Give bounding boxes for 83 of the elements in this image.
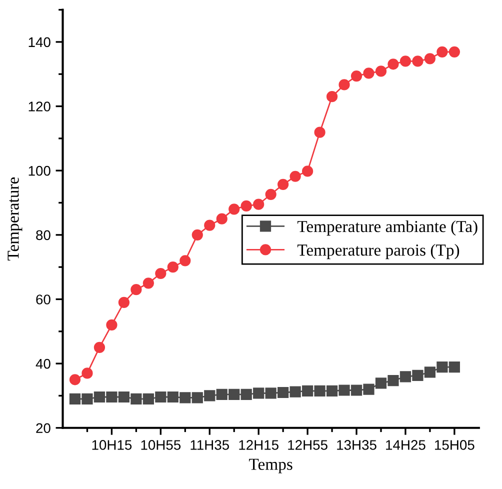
- point: [204, 390, 216, 402]
- point: [412, 370, 424, 382]
- point: [265, 188, 276, 200]
- point: [69, 393, 81, 404]
- point: [94, 342, 106, 354]
- x-axis-title: Temps: [249, 458, 292, 474]
- point: [290, 386, 301, 398]
- x-tick-label: 13H35: [337, 440, 376, 450]
- point: [338, 384, 350, 396]
- x-tick-label: 15H05: [435, 440, 474, 450]
- y-tick-label: 20: [36, 423, 50, 434]
- point: [338, 79, 350, 90]
- point: [314, 126, 326, 138]
- x-tick-label: 14H25: [386, 440, 426, 450]
- point: [265, 388, 276, 399]
- point: [167, 262, 178, 273]
- point: [424, 53, 436, 64]
- point: [106, 391, 118, 403]
- point: [118, 391, 130, 403]
- point: [350, 70, 362, 82]
- y-tick-label: 120: [28, 102, 50, 112]
- point: [94, 391, 106, 403]
- point: [400, 371, 412, 382]
- point: [375, 66, 387, 77]
- y-tick-label: 80: [36, 230, 50, 240]
- point: [228, 204, 240, 215]
- point: [363, 68, 374, 79]
- point: [69, 374, 81, 386]
- point: [278, 178, 289, 190]
- legend-label: Temperature parois (Tp): [297, 244, 460, 260]
- x-tick-label: 10H15: [92, 440, 132, 450]
- point: [155, 268, 166, 280]
- y-tick-label: 100: [28, 166, 50, 176]
- x-tick-label: 12H55: [288, 440, 328, 450]
- point: [448, 362, 460, 373]
- point: [240, 200, 252, 212]
- x-tick-label: 11H35: [190, 440, 229, 450]
- point: [216, 213, 228, 224]
- point: [424, 366, 436, 378]
- point: [180, 392, 191, 404]
- point: [142, 393, 154, 404]
- point: [180, 255, 191, 266]
- point: [350, 384, 362, 396]
- point: [363, 384, 374, 395]
- point: [314, 385, 326, 396]
- point: [130, 284, 142, 296]
- point: [278, 386, 289, 398]
- point: [375, 378, 387, 389]
- x-tick-label: 12H15: [239, 440, 278, 450]
- point: [302, 385, 314, 396]
- point: [82, 393, 93, 404]
- point: [253, 198, 264, 210]
- point: [204, 220, 216, 231]
- point: [192, 229, 203, 240]
- point: [326, 385, 338, 396]
- point: [167, 391, 178, 403]
- point: [106, 319, 118, 331]
- point: [388, 375, 399, 386]
- point: [436, 46, 448, 58]
- point: [192, 392, 203, 404]
- y-tick-label: 60: [36, 294, 50, 304]
- y-tick-label: 140: [28, 37, 50, 48]
- point: [448, 46, 460, 58]
- point: [142, 278, 154, 289]
- point: [155, 391, 166, 403]
- point: [412, 56, 424, 67]
- point: [388, 58, 399, 70]
- point: [240, 388, 252, 400]
- point: [228, 388, 240, 400]
- point: [436, 362, 448, 373]
- y-axis-title: Temperature: [8, 177, 22, 261]
- point: [302, 166, 314, 177]
- y-tick-label: 40: [36, 358, 50, 369]
- point: [82, 368, 93, 379]
- point: [400, 56, 412, 67]
- legend-label: Temperature ambiante (Ta): [297, 220, 478, 236]
- x-tick-label: 10H55: [141, 440, 181, 450]
- point: [118, 296, 130, 308]
- point: [130, 393, 142, 404]
- point: [326, 91, 338, 102]
- point: [290, 170, 301, 182]
- point: [216, 388, 228, 400]
- point: [253, 388, 264, 399]
